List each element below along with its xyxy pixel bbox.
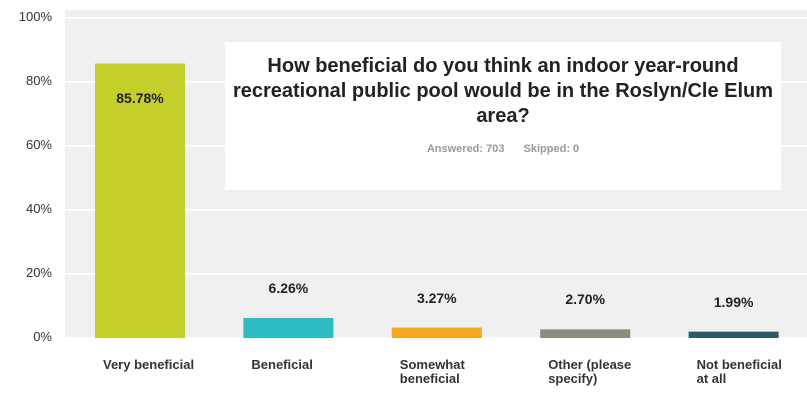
response-stats: Answered: 703 Skipped: 0 bbox=[225, 143, 781, 155]
y-tick-label: 20% bbox=[25, 265, 52, 280]
y-tick-label: 0% bbox=[33, 329, 52, 344]
x-tick-label: Somewhat beneficial bbox=[399, 357, 465, 386]
y-tick-label: 40% bbox=[25, 201, 52, 216]
value-label: 85.78% bbox=[116, 89, 164, 106]
title-box: How beneficial do you think an indoor ye… bbox=[225, 42, 781, 190]
skipped: Skipped: 0 bbox=[523, 143, 580, 155]
bar bbox=[688, 331, 779, 338]
value-label: 6.26% bbox=[268, 279, 309, 296]
bar bbox=[95, 63, 185, 339]
y-tick-label: 80% bbox=[25, 73, 52, 88]
bar bbox=[540, 329, 631, 338]
bar bbox=[391, 327, 482, 338]
bar bbox=[243, 317, 334, 338]
chart-title: How beneficial do you think an indoor ye… bbox=[232, 55, 774, 127]
x-tick-label: Very beneficial bbox=[103, 357, 195, 372]
answered: Answered: 703 bbox=[426, 143, 505, 155]
y-tick-label: 100% bbox=[18, 9, 52, 24]
x-tick-label: Beneficial bbox=[251, 357, 313, 372]
y-tick-label: 60% bbox=[25, 137, 52, 152]
value-label: 3.27% bbox=[416, 289, 457, 306]
x-tick-label: Other (please specify) bbox=[548, 357, 632, 386]
x-tick-label: Not beneficial at all bbox=[696, 357, 782, 386]
value-label: 2.70% bbox=[565, 291, 606, 308]
value-label: 1.99% bbox=[713, 293, 754, 310]
